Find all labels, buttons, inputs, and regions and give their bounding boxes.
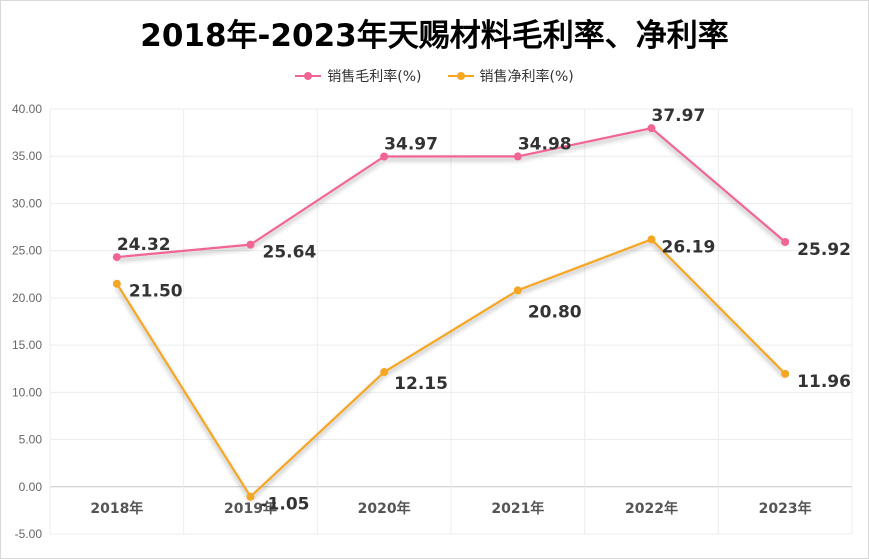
data-point[interactable] [380,368,389,377]
y-tick-label: -5.00 [15,527,43,541]
data-label: 11.96 [797,372,851,392]
data-label: 34.98 [518,134,572,154]
data-point[interactable] [246,492,255,501]
data-point[interactable] [246,240,255,249]
y-tick-label: 5.00 [19,433,43,447]
data-label: 20.80 [528,302,582,322]
data-label: 37.97 [652,106,706,126]
legend-swatch-net-margin [447,70,474,82]
data-point[interactable] [380,152,389,161]
y-tick-label: 0.00 [19,480,43,494]
chart-title: 2018年-2023年天赐材料毛利率、净利率 [140,18,729,54]
y-tick-label: 25.00 [12,244,42,258]
x-tick-label: 2019年 [224,500,277,517]
chart-legend: 销售毛利率(%) 销售净利率(%) [0,66,869,86]
legend-label-net-margin: 销售净利率(%) [479,69,574,85]
data-label: 25.64 [263,243,317,263]
data-label: 12.15 [394,374,448,394]
legend-swatch-gross-margin [295,70,322,82]
x-tick-label: 2021年 [491,500,544,517]
y-tick-label: 30.00 [12,196,42,210]
data-label: 34.97 [384,135,438,155]
x-tick-label: 2018年 [90,500,143,517]
y-tick-label: 35.00 [12,149,42,163]
series-line-1 [115,238,786,498]
data-label: -1.05 [261,495,310,515]
data-point[interactable] [513,286,522,295]
legend-label-gross-margin: 销售毛利率(%) [327,69,422,85]
x-tick-label: 2023年 [759,500,812,517]
data-point[interactable] [781,237,790,246]
data-point[interactable] [112,279,121,288]
data-point[interactable] [647,235,656,244]
data-label: 26.19 [662,237,716,257]
series-line-0 [116,127,786,259]
data-point[interactable] [513,152,522,161]
y-tick-label: 40.00 [12,102,42,116]
legend-item-gross-margin[interactable]: 销售毛利率(%) [295,66,422,86]
data-label: 25.92 [797,240,851,260]
data-point[interactable] [647,124,656,133]
y-tick-label: 15.00 [12,338,42,352]
x-tick-label: 2022年 [625,500,678,517]
x-tick-label: 2020年 [358,500,411,517]
y-tick-label: 10.00 [12,385,42,399]
data-point[interactable] [112,253,121,262]
data-label: 21.50 [129,282,183,302]
data-point[interactable] [781,369,790,378]
y-tick-label: 20.00 [12,291,42,305]
data-label: 24.32 [117,235,171,255]
legend-item-net-margin[interactable]: 销售净利率(%) [447,66,574,86]
